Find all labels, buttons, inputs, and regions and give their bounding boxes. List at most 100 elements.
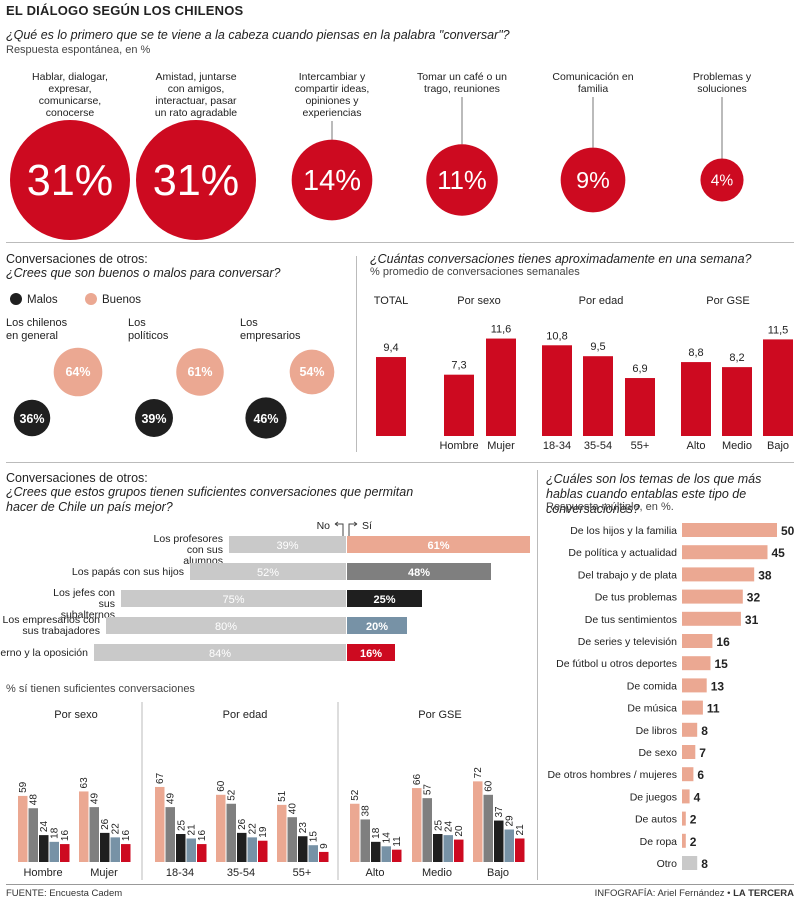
sit-bar-2-1-2 xyxy=(433,834,443,862)
semana-bar-0-0 xyxy=(376,357,406,436)
tema-label-11: De otros hombres / mujeres xyxy=(547,769,677,781)
semana-cat-2-1: 35-54 xyxy=(584,440,612,452)
sit-value-1-2-4: 9 xyxy=(319,843,330,849)
sit-value-0-1-2: 26 xyxy=(100,818,111,830)
no-bar-4 xyxy=(94,644,346,661)
tema-value-6: 15 xyxy=(715,657,729,671)
sit-bar-2-0-2 xyxy=(371,841,381,862)
sit-value-2-1-3: 24 xyxy=(444,821,455,833)
sit-bar-1-2-1 xyxy=(287,817,297,862)
footer-credit-text: INFOGRAFÍA: Ariel Fernández xyxy=(594,888,725,899)
tema-label-4: De tus sentimientos xyxy=(585,614,677,626)
sit-value-2-0-1: 38 xyxy=(361,805,372,817)
tema-value-5: 16 xyxy=(716,635,730,649)
footer-brand: LA TERCERA xyxy=(733,888,794,899)
no-bar-3 xyxy=(106,617,346,634)
tema-value-8: 11 xyxy=(707,702,720,716)
bubble-circle-4 xyxy=(560,147,626,213)
semana-bar-3-1 xyxy=(722,367,752,436)
semana-bar-1-1 xyxy=(486,338,516,436)
si-bar-3 xyxy=(347,617,407,634)
buenos-circle-1 xyxy=(176,348,224,396)
semana-bar-3-0 xyxy=(681,362,711,436)
tema-bar-0 xyxy=(682,523,777,537)
si-value-3: 20% xyxy=(366,621,388,633)
legend-malos-label: Malos xyxy=(27,294,58,306)
sit-bar-0-1-2 xyxy=(100,832,110,862)
legend-buenos-swatch xyxy=(85,293,97,305)
tema-value-1: 45 xyxy=(772,546,786,560)
si-label: Sí xyxy=(362,520,372,532)
sit-value-1-1-2: 26 xyxy=(237,818,248,830)
malos-value-2: 46% xyxy=(253,412,278,426)
tema-label-9: De libros xyxy=(636,725,677,737)
no-value-0: 39% xyxy=(276,540,298,552)
tema-value-7: 13 xyxy=(711,679,725,693)
sit-bar-0-0-4 xyxy=(60,844,70,862)
sit-bar-2-2-2 xyxy=(494,820,504,862)
sit-value-1-2-3: 15 xyxy=(309,831,320,843)
tema-bar-3 xyxy=(682,589,743,604)
sit-value-0-0-0: 59 xyxy=(18,781,29,793)
tema-bar-2 xyxy=(682,567,755,582)
tema-label-13: De autos xyxy=(635,814,677,826)
tema-value-13: 2 xyxy=(690,813,697,827)
malos-value-0: 36% xyxy=(19,412,44,426)
divider-1 xyxy=(6,242,794,243)
sit-cat-2-2: Bajo xyxy=(487,867,509,879)
si-bar-2 xyxy=(347,590,422,607)
tema-label-8: De música xyxy=(627,703,677,715)
sit-bar-1-1-0 xyxy=(216,794,226,862)
sit-bar-2-0-3 xyxy=(381,846,391,862)
semana-group-2: Por edad xyxy=(579,295,624,307)
tema-bar-4 xyxy=(682,611,741,626)
no-value-4: 84% xyxy=(209,648,231,660)
suf-row-label-4: El gobierno y la oposición xyxy=(0,647,88,659)
si-value-4: 16% xyxy=(360,648,382,660)
sit-bar-2-1-4 xyxy=(454,839,464,862)
sit-bar-0-0-3 xyxy=(49,841,59,862)
no-value-1: 52% xyxy=(257,567,279,579)
no-label: No xyxy=(317,520,331,532)
si-value-0: 61% xyxy=(427,540,449,552)
tema-label-5: De series y televisión xyxy=(578,636,677,648)
footer-divider xyxy=(6,884,794,885)
tema-bar-13 xyxy=(682,811,686,826)
tema-label-7: De comida xyxy=(627,680,677,692)
bubble-label-3: Tomar un café o un trago, reuniones xyxy=(417,71,507,95)
tema-bar-11 xyxy=(682,767,694,782)
semana-cat-2-0: 18-34 xyxy=(543,440,571,452)
tema-value-9: 8 xyxy=(701,724,708,738)
temas-question: ¿Cuáles son los temas de los que más hab… xyxy=(546,472,762,516)
semana-value-1-1: 11,6 xyxy=(491,324,512,336)
divider-2 xyxy=(356,256,357,452)
sit-bar-2-2-0 xyxy=(473,781,483,862)
sit-value-2-2-3: 29 xyxy=(505,815,516,827)
semana-value-2-0: 10,8 xyxy=(546,330,567,342)
sit-value-2-2-4: 21 xyxy=(515,824,526,836)
tema-bar-6 xyxy=(682,656,711,671)
sit-value-2-2-1: 60 xyxy=(484,780,495,792)
sit-bar-1-2-4 xyxy=(319,851,329,862)
bubble-circle-5 xyxy=(700,158,744,202)
sit-value-1-2-1: 40 xyxy=(288,803,299,815)
sit-bar-0-1-4 xyxy=(121,844,131,862)
sit-group-0: Por sexo xyxy=(54,709,97,721)
bubble-value-1: 31% xyxy=(153,157,239,205)
si-value-2: 25% xyxy=(373,594,395,606)
sit-value-0-0-2: 24 xyxy=(39,821,50,833)
tema-label-2: Del trabajo y de plata xyxy=(578,569,677,581)
legend-buenos-label: Buenos xyxy=(102,294,141,306)
sit-value-1-2-0: 51 xyxy=(277,790,288,802)
sit-value-0-1-1: 49 xyxy=(90,793,101,805)
semana-cat-1-0: Hombre xyxy=(439,440,478,452)
buenos-circle-2 xyxy=(289,349,335,395)
semana-group-0: TOTAL xyxy=(374,295,408,307)
sit-bar-2-0-0 xyxy=(350,803,360,862)
sit-bar-0-0-2 xyxy=(39,835,49,862)
sit-cat-1-0: 18-34 xyxy=(166,867,194,879)
no-value-3: 80% xyxy=(215,621,237,633)
sit-bar-2-1-3 xyxy=(443,835,453,862)
semana-cat-3-1: Medio xyxy=(722,440,752,452)
